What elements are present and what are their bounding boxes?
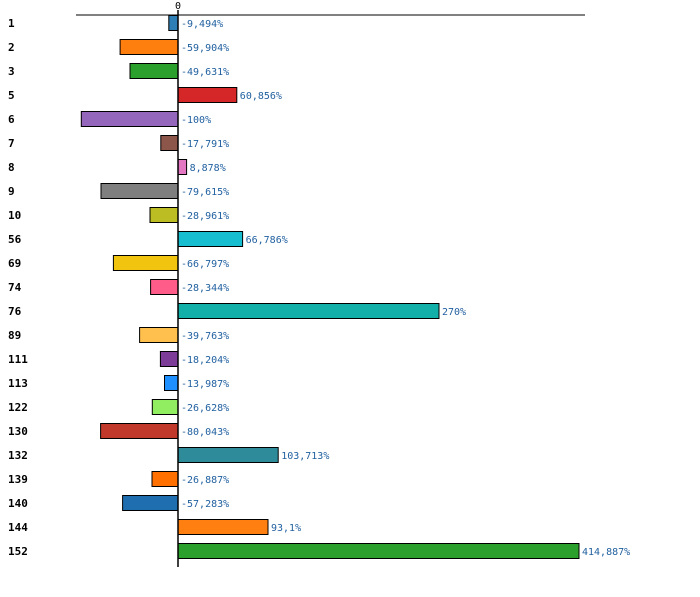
value-label-1: -9,494%: [181, 19, 223, 30]
bar-111: [159, 351, 179, 367]
value-label-139: -26,887%: [181, 475, 229, 486]
bar-1: [168, 15, 179, 31]
bar-113: [164, 375, 179, 391]
bar-56: [177, 231, 244, 247]
category-label-5: 5: [8, 89, 15, 102]
value-label-152: 414,887%: [582, 547, 630, 558]
category-label-3: 3: [8, 65, 15, 78]
value-label-9: -79,615%: [181, 187, 229, 198]
category-label-130: 130: [8, 425, 28, 438]
labels-group: 1 -9,494% 2 -59,904% 3 -49,631% 5 60,856% 6 -100%…: [8, 17, 630, 558]
value-label-8: 8,878%: [190, 163, 226, 174]
bars-group: [80, 15, 580, 559]
bar-8: [177, 159, 188, 175]
bar-144: [177, 519, 269, 535]
category-label-9: 9: [8, 185, 15, 198]
category-label-139: 139: [8, 473, 28, 486]
value-label-89: -39,763%: [181, 331, 229, 342]
category-label-132: 132: [8, 449, 28, 462]
category-label-6: 6: [8, 113, 15, 126]
category-label-152: 152: [8, 545, 28, 558]
category-label-7: 7: [8, 137, 15, 150]
value-label-3: -49,631%: [181, 67, 229, 78]
value-label-140: -57,283%: [181, 499, 229, 510]
value-label-111: -18,204%: [181, 355, 229, 366]
bar-132: [177, 447, 279, 463]
value-label-122: -26,628%: [181, 403, 229, 414]
category-label-144: 144: [8, 521, 28, 534]
category-label-2: 2: [8, 41, 15, 54]
value-label-130: -80,043%: [181, 427, 229, 438]
bar-89: [139, 327, 179, 343]
category-label-122: 122: [8, 401, 28, 414]
bar-7: [160, 135, 179, 151]
category-label-56: 56: [8, 233, 22, 246]
value-label-76: 270%: [442, 307, 466, 318]
category-label-69: 69: [8, 257, 21, 270]
category-label-111: 111: [8, 353, 28, 366]
bar-5: [177, 87, 238, 103]
value-label-10: -28,961%: [181, 211, 229, 222]
category-label-8: 8: [8, 161, 15, 174]
value-label-2: -59,904%: [181, 43, 229, 54]
bar-10: [149, 207, 179, 223]
zero-tick-label: 0: [175, 1, 181, 12]
bar-74: [150, 279, 179, 295]
bar-3: [129, 63, 179, 79]
value-label-69: -66,797%: [181, 259, 229, 270]
bar-69: [112, 255, 179, 271]
value-label-74: -28,344%: [181, 283, 229, 294]
category-label-74: 74: [8, 281, 22, 294]
value-label-56: 66,786%: [246, 235, 288, 246]
bar-130: [100, 423, 179, 439]
value-label-113: -13,987%: [181, 379, 229, 390]
category-label-76: 76: [8, 305, 22, 318]
bar-139: [151, 471, 179, 487]
category-label-1: 1: [8, 17, 15, 30]
value-label-144: 93,1%: [271, 523, 301, 534]
category-label-10: 10: [8, 209, 21, 222]
value-label-5: 60,856%: [240, 91, 282, 102]
bar-140: [122, 495, 179, 511]
bar-6: [80, 111, 179, 127]
bar-9: [100, 183, 179, 199]
category-label-89: 89: [8, 329, 21, 342]
bar-122: [151, 399, 179, 415]
value-label-7: -17,791%: [181, 139, 229, 150]
bar-76: [177, 303, 440, 319]
value-label-6: -100%: [181, 115, 211, 126]
category-label-140: 140: [8, 497, 28, 510]
category-label-113: 113: [8, 377, 28, 390]
value-label-132: 103,713%: [281, 451, 329, 462]
bar-2: [119, 39, 179, 55]
bar-152: [177, 543, 580, 559]
